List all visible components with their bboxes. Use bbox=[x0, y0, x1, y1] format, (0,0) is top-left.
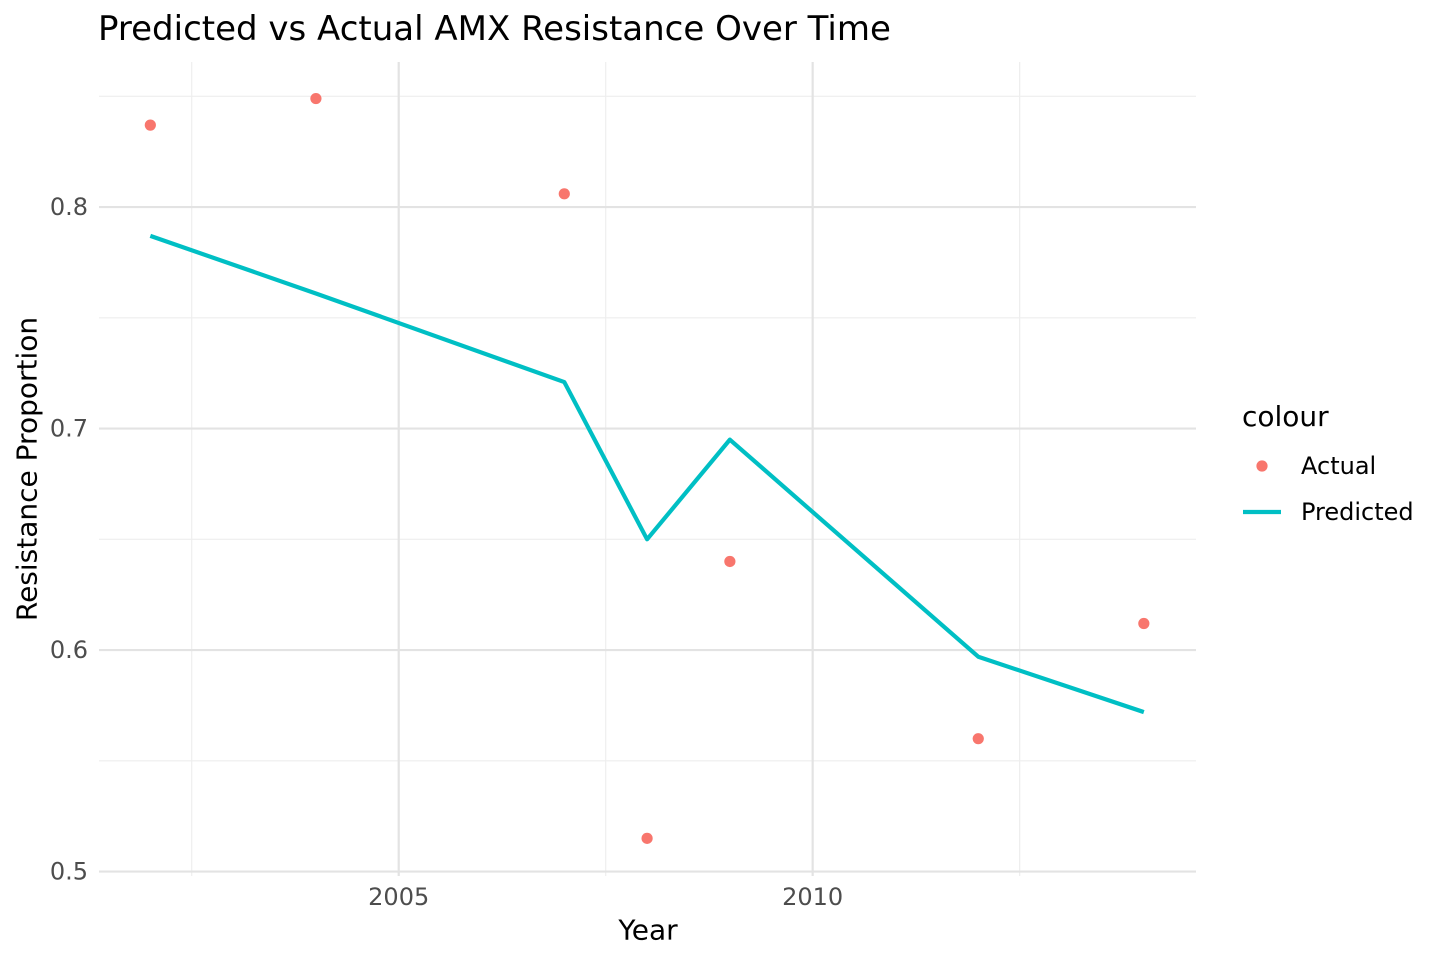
y-tick-label: 0.8 bbox=[50, 193, 88, 221]
y-tick-label: 0.5 bbox=[50, 858, 88, 886]
legend: colour Actual Predicted bbox=[1242, 400, 1414, 526]
x-tick-labels: 2005 2010 bbox=[368, 883, 843, 911]
y-tick-label: 0.7 bbox=[50, 415, 88, 443]
chart-title: Predicted vs Actual AMX Resistance Over … bbox=[98, 9, 891, 49]
actual-point bbox=[724, 555, 736, 568]
actual-point bbox=[972, 733, 984, 745]
actual-point bbox=[144, 119, 156, 131]
legend-entry-label: Predicted bbox=[1301, 498, 1414, 526]
x-tick-label: 2005 bbox=[368, 883, 429, 911]
gridlines-major bbox=[99, 62, 1196, 876]
y-axis-title: Resistance Proportion bbox=[11, 317, 44, 621]
legend-key-point bbox=[1256, 460, 1268, 472]
actual-point bbox=[641, 832, 653, 844]
y-tick-labels: 0.5 0.6 0.7 0.8 bbox=[50, 193, 88, 885]
legend-entry-label: Actual bbox=[1301, 452, 1376, 480]
actual-point bbox=[558, 188, 570, 200]
legend-entries: Actual Predicted bbox=[1243, 452, 1414, 526]
x-tick-label: 2010 bbox=[782, 883, 843, 911]
x-axis-title: Year bbox=[617, 914, 678, 947]
predicted-line bbox=[149, 233, 1145, 715]
y-tick-label: 0.6 bbox=[50, 636, 88, 664]
legend-title: colour bbox=[1242, 400, 1329, 433]
actual-point bbox=[310, 92, 322, 105]
actual-point bbox=[1138, 617, 1150, 630]
gridlines-minor bbox=[99, 62, 1196, 876]
series-layer bbox=[144, 92, 1150, 844]
